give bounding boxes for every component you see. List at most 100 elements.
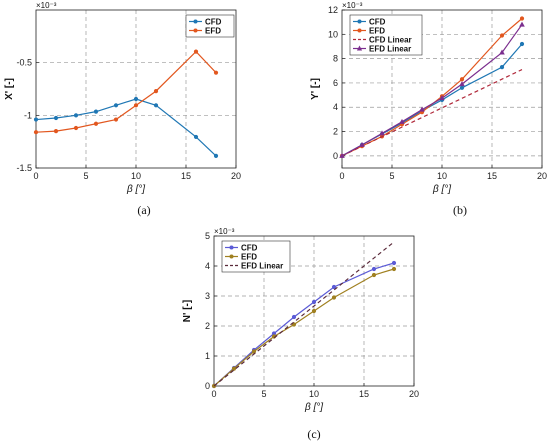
data-point	[311, 299, 317, 305]
y-tick-label: 5	[205, 231, 210, 241]
x-tick-label: 5	[261, 389, 266, 399]
series-line-cfd-linear	[341, 69, 523, 157]
legend-entry-label: CFD	[205, 18, 222, 27]
legend-box	[185, 14, 235, 38]
data-point	[499, 65, 505, 70]
data-point	[73, 125, 79, 131]
legend-swatch-marker	[357, 28, 362, 33]
data-point	[379, 130, 385, 136]
y-tick-label: 0	[333, 151, 338, 161]
data-point	[399, 118, 405, 124]
data-point	[93, 121, 99, 126]
x-tick-label: 10	[437, 171, 447, 181]
x-tick-label: 20	[409, 389, 419, 399]
data-point	[53, 129, 59, 134]
panel-caption: (b)	[453, 203, 467, 217]
data-point	[499, 33, 505, 38]
data-point	[231, 366, 237, 371]
legend-entry-label: EFD	[205, 27, 221, 36]
legend-swatch-marker	[193, 19, 198, 24]
x-tick-label: 5	[83, 171, 88, 181]
data-point	[133, 103, 139, 108]
data-point	[251, 349, 257, 354]
legend-entry-label: CFD	[369, 18, 386, 27]
x-tick-label: 10	[309, 389, 319, 399]
legend-entry-label: EFD	[241, 253, 257, 262]
legend-swatch-marker	[356, 45, 363, 51]
data-point	[519, 41, 525, 47]
y-tick-label: -0.5	[16, 58, 32, 68]
data-point	[133, 96, 139, 102]
x-tick-label: 15	[181, 171, 191, 181]
data-point	[459, 77, 465, 82]
data-point	[499, 49, 505, 55]
data-point	[271, 331, 277, 336]
data-point	[113, 117, 119, 122]
x-axis-label: β [°]	[304, 402, 323, 413]
data-point	[73, 113, 79, 118]
y-tick-label: 3	[205, 291, 210, 301]
data-point	[291, 314, 297, 320]
legend-entry-label: EFD Linear	[369, 45, 411, 54]
data-point	[193, 49, 199, 54]
panel-c-chart: 0 5 10 15 20 0 1 2 3 4 5 ×10⁻³ β [°] N' [-] CFDEFDEFD …	[182, 227, 419, 441]
legend-entry-label: EFD Linear	[241, 262, 283, 271]
data-point	[113, 103, 119, 108]
y-exponent-label: ×10⁻³	[342, 1, 363, 10]
data-point	[519, 21, 525, 27]
data-point	[391, 260, 397, 266]
data-point	[193, 134, 199, 140]
data-point	[33, 117, 39, 122]
data-point	[331, 295, 337, 300]
y-tick-label: -1.5	[16, 163, 32, 173]
data-point	[213, 153, 219, 158]
legend-entry-label: CFD Linear	[369, 36, 412, 45]
x-tick-label: 10	[131, 171, 141, 181]
y-tick-label: 4	[333, 102, 338, 112]
legend-swatch-marker	[229, 254, 234, 259]
y-tick-label: 10	[328, 29, 338, 39]
x-axis-label: β [°]	[126, 184, 145, 195]
legend-swatch-marker	[193, 28, 198, 33]
data-point	[519, 16, 525, 21]
x-axis-label: β [°]	[432, 184, 451, 195]
y-axis-label: N' [-]	[182, 300, 193, 322]
x-tick-label: 0	[211, 389, 216, 399]
x-tick-label: 0	[339, 171, 344, 181]
x-tick-label: 15	[487, 171, 497, 181]
data-point	[33, 130, 39, 135]
legend-swatch-marker	[229, 245, 234, 250]
x-tick-label: 20	[231, 171, 241, 181]
data-point	[459, 85, 465, 90]
x-tick-label: 20	[537, 171, 547, 181]
y-axis-label: Y' [-]	[310, 78, 321, 100]
data-point	[331, 284, 337, 290]
data-point	[311, 308, 317, 314]
panel-caption: (c)	[307, 427, 320, 441]
data-point	[391, 266, 397, 272]
y-axis-label: X' [-]	[4, 78, 15, 100]
y-tick-label: 8	[333, 54, 338, 64]
y-tick-label: 1	[205, 351, 210, 361]
data-point	[153, 89, 159, 94]
y-tick-label: -1	[24, 110, 32, 120]
legend-entry-label: CFD	[241, 244, 258, 253]
data-point	[153, 103, 159, 108]
y-tick-label: 2	[333, 127, 338, 137]
data-point	[459, 81, 465, 87]
y-tick-label: 6	[333, 78, 338, 88]
data-point	[439, 95, 445, 101]
x-tick-label: 5	[389, 171, 394, 181]
data-point	[339, 152, 345, 158]
data-point	[371, 266, 377, 272]
data-point	[359, 141, 365, 147]
series-line-efd-linear	[213, 241, 395, 387]
panel-b-chart: 0 5 10 15 20 0 2 4 6 8 10 12 ×10⁻³ β [°] Y' [-] CFDEFDC…	[310, 1, 547, 217]
y-tick-label: 12	[328, 5, 338, 15]
x-tick-label: 0	[33, 171, 38, 181]
legend-swatch-marker	[357, 19, 362, 24]
y-tick-label: 4	[205, 261, 210, 271]
y-exponent-label: ×10⁻³	[36, 1, 57, 10]
x-tick-label: 15	[359, 389, 369, 399]
